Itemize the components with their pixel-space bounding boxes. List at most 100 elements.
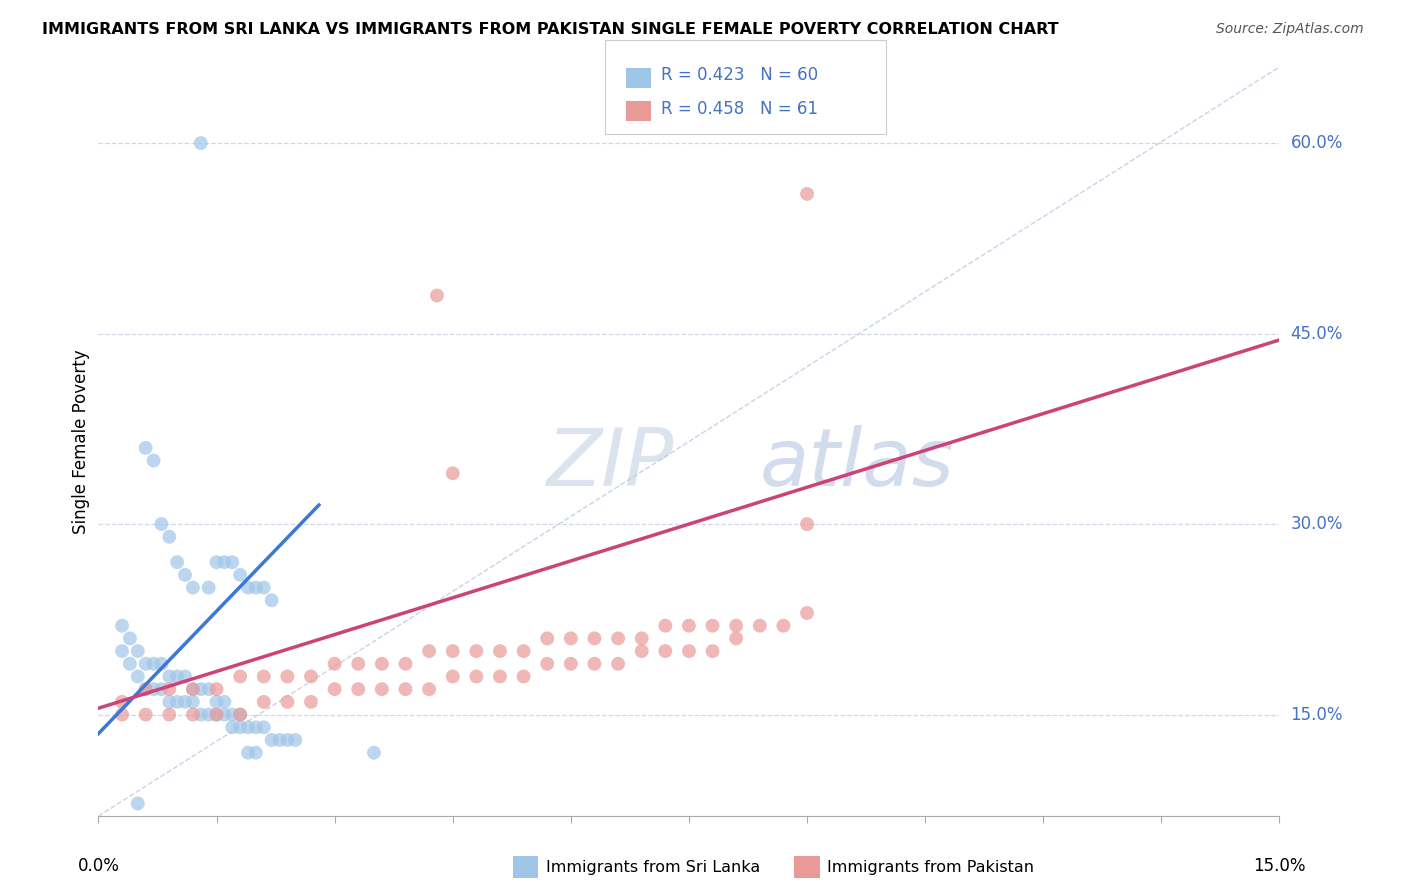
Point — [630, 632, 652, 646]
Text: Source: ZipAtlas.com: Source: ZipAtlas.com — [1216, 22, 1364, 37]
Point — [245, 720, 267, 734]
Point — [135, 682, 157, 697]
Text: Immigrants from Pakistan: Immigrants from Pakistan — [827, 860, 1033, 874]
Point — [489, 669, 512, 683]
Point — [536, 632, 558, 646]
Point — [725, 632, 748, 646]
Point — [347, 682, 370, 697]
Point — [607, 657, 630, 671]
Point — [166, 695, 188, 709]
Point — [465, 644, 488, 658]
Point — [253, 581, 276, 595]
Point — [221, 555, 243, 569]
Point — [725, 618, 748, 632]
Point — [512, 644, 534, 658]
Point — [157, 530, 180, 544]
Point — [394, 657, 416, 671]
Point — [157, 669, 180, 683]
Point — [190, 682, 212, 697]
Point — [323, 657, 346, 671]
Point — [174, 567, 197, 582]
Point — [157, 707, 180, 722]
Point — [654, 618, 676, 632]
Point — [118, 657, 141, 671]
Point — [127, 644, 149, 658]
Point — [299, 695, 322, 709]
Point — [205, 682, 228, 697]
Point — [371, 657, 394, 671]
Point — [323, 682, 346, 697]
Text: 60.0%: 60.0% — [1291, 134, 1343, 153]
Point — [441, 644, 464, 658]
Point — [796, 517, 818, 532]
Point — [276, 733, 298, 747]
Point — [127, 797, 149, 811]
Point — [236, 746, 259, 760]
Point — [245, 746, 267, 760]
Point — [253, 669, 276, 683]
Point — [111, 695, 134, 709]
Point — [426, 288, 449, 302]
Point — [197, 707, 219, 722]
Point — [190, 136, 212, 150]
Point — [127, 669, 149, 683]
Point — [111, 707, 134, 722]
Point — [560, 632, 582, 646]
Text: 0.0%: 0.0% — [77, 857, 120, 875]
Point — [150, 682, 173, 697]
Point — [441, 467, 464, 481]
Point — [418, 644, 440, 658]
Point — [229, 720, 252, 734]
Point — [489, 644, 512, 658]
Point — [654, 644, 676, 658]
Point — [253, 720, 276, 734]
Point — [205, 695, 228, 709]
Point — [441, 669, 464, 683]
Point — [512, 669, 534, 683]
Point — [229, 707, 252, 722]
Point — [214, 707, 236, 722]
Point — [229, 707, 252, 722]
Text: 30.0%: 30.0% — [1291, 515, 1343, 533]
Point — [284, 733, 307, 747]
Text: Immigrants from Sri Lanka: Immigrants from Sri Lanka — [546, 860, 759, 874]
Text: ZIP: ZIP — [547, 425, 675, 503]
Point — [394, 682, 416, 697]
Point — [583, 657, 606, 671]
Point — [205, 555, 228, 569]
Point — [181, 682, 204, 697]
Text: 45.0%: 45.0% — [1291, 325, 1343, 343]
Text: R = 0.423   N = 60: R = 0.423 N = 60 — [661, 66, 818, 84]
Point — [363, 746, 385, 760]
Point — [174, 669, 197, 683]
Point — [276, 669, 298, 683]
Point — [214, 555, 236, 569]
Point — [174, 695, 197, 709]
Point — [702, 644, 724, 658]
Point — [166, 669, 188, 683]
Point — [229, 567, 252, 582]
Point — [748, 618, 770, 632]
Point — [772, 618, 794, 632]
Point — [181, 682, 204, 697]
Point — [142, 682, 165, 697]
Point — [260, 593, 283, 607]
Point — [135, 682, 157, 697]
Point — [418, 682, 440, 697]
Point — [181, 695, 204, 709]
Point — [536, 657, 558, 671]
Point — [142, 657, 165, 671]
Point — [142, 453, 165, 467]
Point — [111, 618, 134, 632]
Point — [221, 707, 243, 722]
Point — [181, 581, 204, 595]
Point — [229, 669, 252, 683]
Point — [150, 657, 173, 671]
Point — [702, 618, 724, 632]
Point — [135, 707, 157, 722]
Point — [678, 644, 700, 658]
Point — [465, 669, 488, 683]
Point — [157, 695, 180, 709]
Point — [269, 733, 291, 747]
Point — [197, 581, 219, 595]
